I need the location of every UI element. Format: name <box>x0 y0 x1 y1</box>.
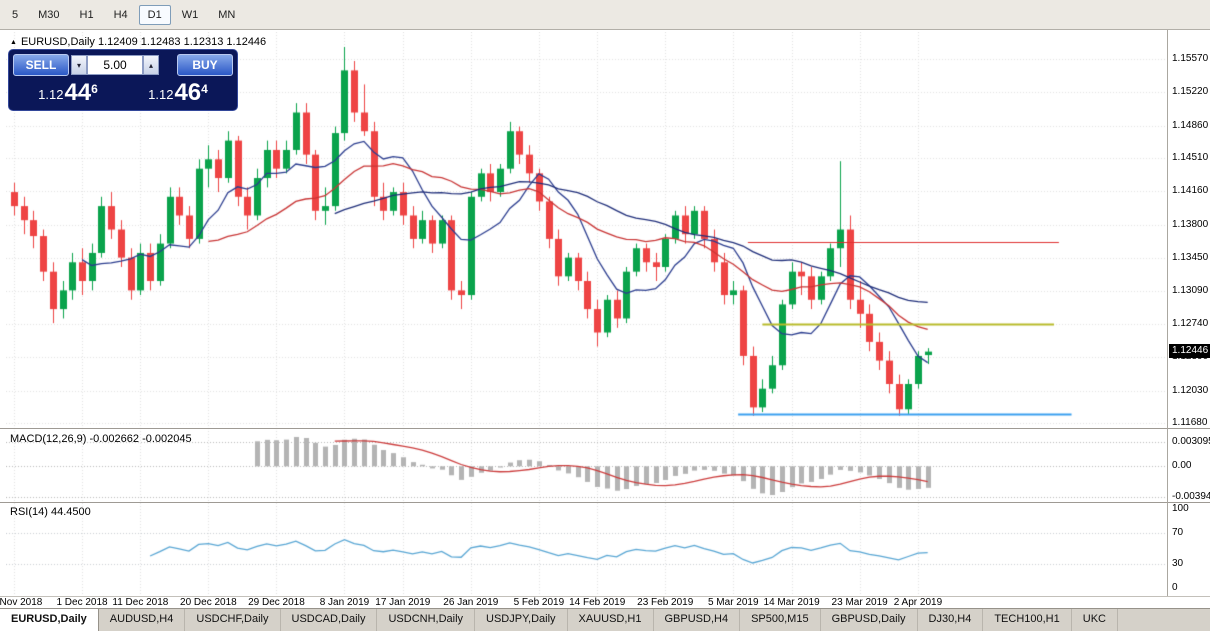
date-label: 23 Mar 2019 <box>831 597 888 608</box>
volume-input[interactable] <box>87 55 143 75</box>
timeframe-button-h1[interactable]: H1 <box>71 5 103 25</box>
current-price-badge: 1.12446 <box>1169 343 1210 358</box>
pane-separator[interactable] <box>0 428 1210 429</box>
macd-label: MACD(12,26,9) -0.002662 -0.002045 <box>10 433 192 445</box>
sell-price-point: 6 <box>91 82 98 96</box>
buy-price-base: 1.12 <box>148 87 174 102</box>
timeframe-button-d1[interactable]: D1 <box>138 4 171 25</box>
rsi-label: RSI(14) 44.4500 <box>10 506 91 518</box>
date-label: 2 Apr 2019 <box>893 597 943 608</box>
buy-price-pips: 46 <box>174 79 202 106</box>
volume-increase-button[interactable]: ▴ <box>143 55 159 75</box>
chart-tab-gbpusd-h4[interactable]: GBPUSD,H4 <box>654 609 741 631</box>
chart-ohlc-text: EURUSD,Daily 1.12409 1.12483 1.12313 1.1… <box>20 36 267 48</box>
timeframe-button-w1[interactable]: W1 <box>173 5 208 25</box>
price-tick: 1.12030 <box>1172 384 1209 396</box>
sell-price[interactable]: 1.12 44 6 <box>13 79 123 106</box>
date-label: 14 Mar 2019 <box>763 597 820 608</box>
buy-button[interactable]: BUY <box>177 54 233 76</box>
price-tick: 1.14510 <box>1172 152 1209 164</box>
time-axis[interactable]: 22 Nov 2018 1 Dec 2018 11 Dec 2018 20 Dec 2… <box>0 596 1210 608</box>
price-tick: 1.15220 <box>1172 85 1209 97</box>
chart-tab-usdjpy-daily[interactable]: USDJPY,Daily <box>475 609 568 631</box>
chart-shift-icon: ▲ <box>10 38 17 46</box>
price-tick: 1.11680 <box>1172 417 1208 429</box>
chart-tab-usdchf-daily[interactable]: USDCHF,Daily <box>185 609 281 631</box>
date-label: 5 Feb 2019 <box>513 597 565 608</box>
pane-separator[interactable] <box>0 502 1210 503</box>
chart-tab-dj30-h4[interactable]: DJ30,H4 <box>918 609 984 631</box>
timeframe-button-5[interactable]: 5 <box>3 5 27 25</box>
date-label: 14 Feb 2019 <box>569 597 626 608</box>
chart-tabbar: EURUSD,Daily AUDUSD,H4 USDCHF,Daily USDCAD,… <box>0 608 1210 631</box>
price-tick: 1.15570 <box>1172 53 1209 65</box>
timeframe-toolbar: 5 M30 H1 H4 D1 W1 MN <box>0 0 1210 30</box>
buy-price[interactable]: 1.12 46 4 <box>123 79 233 106</box>
scale-separator <box>1167 30 1168 596</box>
chart-tab-audusd-h4[interactable]: AUDUSD,H4 <box>99 609 186 631</box>
date-label: 29 Dec 2018 <box>248 597 305 608</box>
date-label: 1 Dec 2018 <box>56 597 108 608</box>
date-label: 11 Dec 2018 <box>112 597 169 608</box>
chart-title: ▲ EURUSD,Daily 1.12409 1.12483 1.12313 1… <box>10 36 266 48</box>
price-tick: 1.13800 <box>1172 218 1209 230</box>
axis-separator <box>0 596 1210 597</box>
date-label: 17 Jan 2019 <box>375 597 431 608</box>
macd-tick: -0.003947 <box>1172 490 1210 502</box>
macd-tick: 0.00 <box>1172 460 1192 472</box>
chart-tab-usdcnh-daily[interactable]: USDCNH,Daily <box>377 609 476 631</box>
price-tick: 1.13090 <box>1172 285 1209 297</box>
date-label: 26 Jan 2019 <box>443 597 499 608</box>
timeframe-button-h4[interactable]: H4 <box>105 5 137 25</box>
rsi-tick: 30 <box>1172 558 1184 570</box>
chart-tab-sp500-m15[interactable]: SP500,M15 <box>740 609 821 631</box>
buy-price-point: 4 <box>201 82 208 96</box>
chart-tab-eurusd-daily[interactable]: EURUSD,Daily <box>0 609 99 631</box>
price-tick: 1.14160 <box>1172 185 1209 197</box>
price-tick: 1.14860 <box>1172 119 1209 131</box>
chart-tab-tech100-h1[interactable]: TECH100,H1 <box>983 609 1072 631</box>
date-label: 23 Feb 2019 <box>637 597 694 608</box>
date-label: 8 Jan 2019 <box>319 597 370 608</box>
sell-button[interactable]: SELL <box>13 54 69 76</box>
sell-price-base: 1.12 <box>38 87 64 102</box>
price-tick: 1.12740 <box>1172 318 1209 330</box>
chart-tab-gbpusd-daily[interactable]: GBPUSD,Daily <box>821 609 918 631</box>
rsi-tick: 70 <box>1172 526 1184 538</box>
date-label: 20 Dec 2018 <box>180 597 237 608</box>
sell-price-pips: 44 <box>64 79 92 106</box>
chart-tab-ukc[interactable]: UKC <box>1072 609 1118 631</box>
timeframe-button-m30[interactable]: M30 <box>29 5 68 25</box>
date-label: 5 Mar 2019 <box>707 597 759 608</box>
macd-tick: 0.003095 <box>1172 436 1210 448</box>
chart-tab-usdcad-daily[interactable]: USDCAD,Daily <box>281 609 378 631</box>
date-label: 22 Nov 2018 <box>0 597 43 608</box>
price-tick: 1.13450 <box>1172 251 1209 263</box>
rsi-tick: 0 <box>1172 582 1178 593</box>
volume-decrease-button[interactable]: ▾ <box>71 55 87 75</box>
chart-canvas[interactable] <box>6 32 1167 596</box>
chart-tab-xauusd-h1[interactable]: XAUUSD,H1 <box>568 609 654 631</box>
timeframe-button-mn[interactable]: MN <box>209 5 244 25</box>
rsi-tick: 100 <box>1172 503 1189 514</box>
volume-spinner: ▾ ▴ <box>71 55 175 75</box>
price-scale[interactable]: 1.15570 1.15220 1.14860 1.14510 1.14160 1.138… <box>1168 30 1210 596</box>
